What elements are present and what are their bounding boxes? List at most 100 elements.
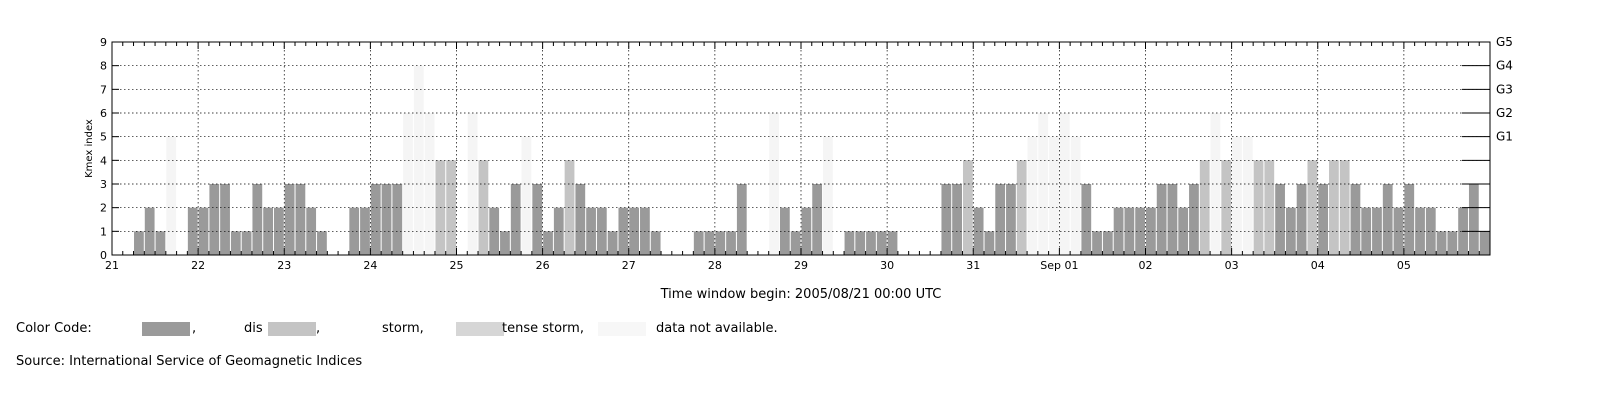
kmex-bar (230, 231, 241, 255)
legend-swatch-quiet (142, 322, 190, 336)
x-tick-label: 22 (191, 259, 205, 272)
kmex-bar (306, 207, 317, 255)
legend-swatch-disturbed (268, 322, 316, 336)
kmex-bar (693, 231, 704, 255)
kmex-bar (1479, 231, 1490, 255)
legend-label-data-not-available: data not available. (656, 321, 778, 336)
kmex-bar (284, 184, 295, 255)
legend-swatch-intense-storm (456, 322, 504, 336)
x-tick-label: 30 (880, 259, 894, 272)
kmex-bar (478, 160, 489, 255)
kmex-bar (1436, 231, 1447, 255)
kmex-bar (726, 231, 736, 255)
kmex-bar (1178, 207, 1189, 255)
kmex-bar (1221, 160, 1232, 255)
kmex-bar (586, 207, 596, 255)
kmex-bar (962, 160, 973, 255)
kmex-bar (1393, 207, 1404, 255)
y-tick-label: 0 (100, 249, 107, 262)
x-tick-label: 29 (794, 259, 808, 272)
kmex-bar (252, 184, 263, 255)
x-tick-label: 04 (1311, 259, 1325, 272)
kmex-bar (1468, 184, 1479, 255)
kmex-bar (1242, 136, 1253, 255)
kmex-bar (317, 231, 327, 255)
kmex-bar (1113, 207, 1124, 255)
kmex-bar (607, 231, 618, 255)
kmex-bar (1038, 113, 1049, 255)
kmex-bar (1167, 184, 1178, 255)
kmex-bar (596, 207, 607, 255)
kmex-bar (769, 113, 779, 255)
kmex-bar (1275, 184, 1285, 255)
kmex-bar (801, 207, 812, 255)
kmex-bar (1350, 184, 1361, 255)
kmex-bar (790, 231, 801, 255)
x-tick-label: 05 (1397, 259, 1411, 272)
kmex-bar (1189, 184, 1199, 255)
kmex-bar (564, 160, 575, 255)
kmex-bar (629, 207, 640, 255)
x-tick-label: 28 (708, 259, 722, 272)
kmex-bar (273, 207, 284, 255)
kmex-bar (704, 231, 715, 255)
legend-label-disturbed: , (316, 321, 321, 336)
g-scale-label: G4 (1496, 59, 1513, 73)
x-tick-label: 02 (1139, 259, 1153, 272)
kmex-bar (812, 184, 823, 255)
x-tick-label: 03 (1225, 259, 1239, 272)
kmex-bar (134, 231, 144, 255)
kmex-bar (736, 184, 747, 255)
y-tick-label: 6 (100, 107, 107, 120)
x-axis-title: Time window begin: 2005/08/21 00:00 UTC (660, 287, 942, 302)
kmex-bar (715, 231, 726, 255)
kmex-bar (1232, 136, 1242, 255)
kmex-bar (1329, 160, 1339, 255)
y-tick-label: 3 (100, 178, 107, 191)
kmex-bar (349, 207, 360, 255)
kmex-bar (1318, 184, 1329, 255)
kmex-bar (209, 184, 220, 255)
kmex-bar (424, 113, 435, 255)
kmex-bar (220, 184, 230, 255)
kmex-bar (198, 207, 209, 255)
source-note: Source: International Service of Geomagn… (16, 354, 363, 369)
kmex-bar (381, 184, 392, 255)
kmex-bar (521, 136, 532, 255)
kmex-bar (1016, 160, 1027, 255)
kmex-bar (952, 184, 962, 255)
kmex-bar (532, 184, 543, 255)
kmex-bar (1156, 184, 1167, 255)
kmex-bar (1070, 136, 1081, 255)
g-scale-label: G3 (1496, 82, 1513, 96)
kmex-bar (413, 65, 424, 255)
y-tick-label: 4 (100, 154, 107, 167)
legend-label-storm: storm, (382, 321, 424, 336)
kmex-bar (1102, 231, 1113, 255)
kmex-bar (984, 231, 995, 255)
kmex-bar (823, 136, 833, 255)
legend-label-quiet: , (192, 321, 197, 336)
kmex-bar (1146, 207, 1156, 255)
kmex-bar (1049, 136, 1059, 255)
kmex-bar (370, 184, 381, 255)
kmex-bar (1425, 207, 1436, 255)
g-scale-label: G5 (1496, 35, 1513, 49)
kmex-bar (241, 231, 252, 255)
y-tick-label: 1 (100, 225, 107, 238)
legend-swatch-data-not-available (598, 322, 646, 336)
kmex-bar (1447, 231, 1458, 255)
kmex-bar (1006, 184, 1016, 255)
kmex-bar (1027, 136, 1038, 255)
kmex-bar (1404, 184, 1415, 255)
y-tick-label: 9 (100, 36, 107, 49)
y-axis-title: Kmex index (84, 119, 95, 178)
kmex-bar (618, 207, 629, 255)
kmex-bar (1285, 207, 1296, 255)
g-scale-label: G1 (1496, 130, 1513, 144)
kmex-bar (1210, 113, 1221, 255)
kmex-bar (155, 231, 166, 255)
kmex-bar (575, 184, 586, 255)
kmex-bar (876, 231, 887, 255)
